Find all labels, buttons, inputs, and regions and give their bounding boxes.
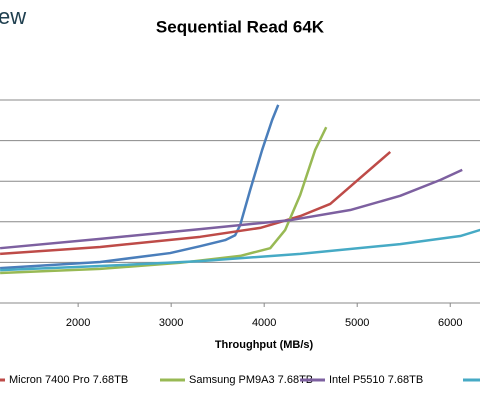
x-tick-label: 5000 — [345, 317, 369, 329]
series-line — [0, 228, 480, 272]
legend-label: Micron 7400 Pro 7.68TB — [9, 374, 128, 386]
series-line — [0, 126, 328, 275]
chart-title: Sequential Read 64K — [156, 17, 325, 36]
legend: Micron 7400 Pro 7.68TB Samsung PM9A3 7.68… — [0, 374, 480, 386]
x-tick-label: 4000 — [252, 317, 276, 329]
series-line — [0, 151, 392, 256]
grid: 2000 3000 4000 5000 6000 — [0, 99, 480, 329]
logo-text: ew — [0, 4, 26, 29]
series-line — [0, 104, 280, 270]
x-axis-label: Throughput (MB/s) — [215, 339, 314, 351]
series-line — [0, 168, 463, 250]
legend-label: Intel P5510 7.68TB — [329, 374, 423, 386]
x-tick-label: 2000 — [66, 317, 90, 329]
plot — [0, 104, 480, 275]
x-tick-label: 6000 — [438, 317, 462, 329]
x-tick-label: 3000 — [159, 317, 183, 329]
legend-label: Samsung PM9A3 7.68TB — [189, 374, 313, 386]
